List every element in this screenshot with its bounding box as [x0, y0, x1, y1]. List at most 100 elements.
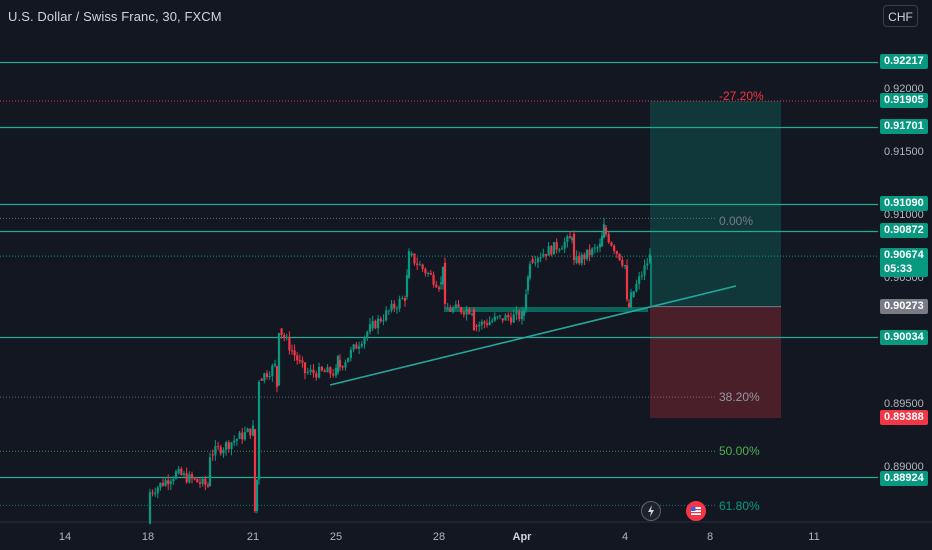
candle-body: [251, 425, 255, 436]
candle-body: [407, 251, 411, 278]
candle-body: [575, 255, 578, 263]
fib-label-61.8: 61.80%: [719, 499, 760, 513]
candle-body: [249, 428, 252, 436]
candle-body: [544, 253, 548, 256]
candle-body: [483, 321, 486, 324]
candle-body: [154, 493, 157, 495]
candle-body: [524, 294, 528, 310]
candle-body: [424, 268, 427, 274]
candle-body: [449, 308, 452, 312]
candle-body: [296, 355, 299, 361]
time-axis-tick: 25: [329, 531, 343, 543]
candle-body: [349, 349, 353, 358]
candle-body: [515, 311, 518, 315]
candle-body: [632, 291, 635, 297]
candle-body: [230, 442, 233, 449]
candle-body: [288, 337, 291, 351]
candle-body: [439, 282, 443, 285]
candle-body: [437, 287, 441, 289]
candle-body: [629, 292, 633, 307]
price-axis-tick: 0.89000: [884, 461, 924, 473]
candle-body: [560, 248, 564, 250]
candle-body: [338, 359, 342, 368]
candle-body: [583, 254, 586, 260]
candle-body: [403, 298, 407, 301]
ascending-trendline: [329, 285, 737, 386]
us-flag-icon[interactable]: [686, 501, 706, 521]
candle-body: [602, 224, 606, 238]
candle-body: [542, 253, 545, 258]
candle-body: [241, 432, 244, 440]
candle-body: [198, 482, 202, 484]
lightning-icon[interactable]: [641, 501, 661, 521]
candle-body: [275, 366, 279, 387]
candle-body: [357, 346, 361, 349]
candle-body: [174, 471, 178, 479]
candle-body: [368, 324, 372, 332]
fib-label-minus-27.2: -27.20%: [719, 89, 764, 103]
candle-countdown: 05:33: [880, 262, 928, 277]
candle-body: [454, 304, 457, 309]
candle-body: [526, 276, 530, 291]
candle-body: [201, 478, 204, 484]
candle-body: [352, 344, 355, 350]
candle-body: [421, 264, 424, 269]
candle-body: [496, 316, 499, 318]
candle-body: [480, 321, 483, 325]
candle-body: [216, 445, 220, 447]
candle-body: [588, 249, 591, 256]
candle-body: [208, 457, 212, 486]
candle-body: [528, 263, 532, 278]
candle-body: [222, 449, 225, 454]
time-axis-tick: Apr: [512, 531, 532, 543]
candle-body: [255, 479, 259, 512]
candle-body: [462, 312, 465, 315]
candle-body: [498, 315, 502, 317]
candle-body: [468, 309, 471, 315]
candle-body: [263, 373, 266, 381]
candle-body: [640, 275, 643, 277]
price-badge-entry: 0.90273: [880, 299, 928, 314]
candle-body: [260, 378, 263, 381]
candle-body: [472, 309, 476, 331]
candle-body: [452, 308, 455, 312]
candle-body: [347, 357, 350, 363]
candle-body: [332, 373, 335, 376]
candle-body: [405, 275, 409, 297]
candle-body: [246, 428, 249, 433]
fib-label-0: 0.00%: [719, 214, 754, 228]
candle-body: [280, 328, 283, 336]
candle-body: [615, 251, 618, 254]
support-zone-rectangle: [444, 307, 648, 312]
candle-body: [398, 298, 401, 309]
candle-body: [265, 373, 269, 377]
candle-body: [646, 263, 649, 266]
price-badge-0.92217: 0.92217: [880, 54, 928, 69]
candle-body: [379, 318, 382, 322]
candle-body: [591, 248, 594, 256]
candle-body: [238, 432, 241, 440]
candle-body: [185, 473, 188, 483]
candle-body: [211, 454, 214, 456]
candle-body: [598, 243, 602, 248]
candle-body: [501, 318, 504, 321]
candle-body: [271, 365, 274, 376]
candle-body: [504, 315, 507, 321]
candle-body: [219, 446, 222, 454]
time-axis-tick: 21: [246, 531, 260, 543]
candle-body: [613, 245, 616, 252]
candle-body: [465, 309, 468, 315]
candle-body: [390, 303, 393, 311]
candle-body: [536, 258, 540, 263]
candle-body: [329, 367, 332, 374]
currency-button[interactable]: CHF: [883, 5, 918, 27]
candle-body: [566, 236, 569, 242]
candle-body: [382, 320, 385, 322]
candle-body: [193, 478, 196, 480]
candle-body: [435, 284, 438, 288]
candle-body: [312, 369, 315, 374]
candle-body: [233, 440, 236, 443]
candle-body: [355, 344, 358, 349]
candle-body: [243, 432, 247, 440]
